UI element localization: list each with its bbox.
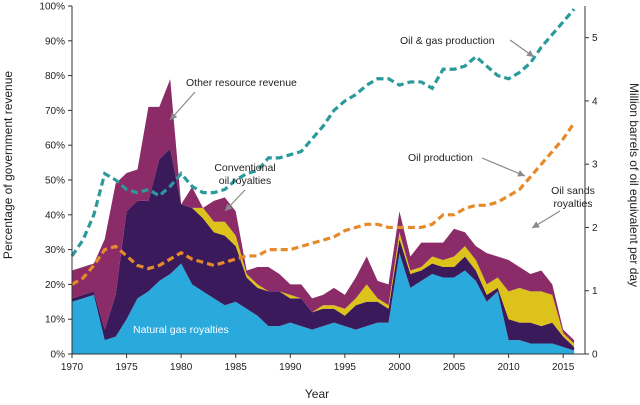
arrow-oil-and-gas-production bbox=[509, 39, 535, 58]
area-conventional-oil-royalties bbox=[72, 148, 575, 351]
x-tick-label: 1970 bbox=[61, 362, 84, 373]
y-left-tick-label: 20% bbox=[45, 280, 65, 291]
annotation-other-resource-revenue: Other resource revenue bbox=[186, 77, 297, 89]
annotation-oil-royalties: oil royalties bbox=[219, 175, 272, 187]
y-left-tick-label: 0% bbox=[51, 350, 66, 361]
x-tick-label: 2015 bbox=[552, 362, 575, 373]
production-lines bbox=[70, 8, 576, 286]
x-axis-label: Year bbox=[305, 387, 329, 401]
x-tick-label: 1990 bbox=[279, 362, 302, 373]
y-left-tick-label: 40% bbox=[45, 210, 65, 221]
line-oil-gas-production bbox=[70, 8, 576, 257]
area-natural-gas-royalties bbox=[72, 253, 575, 354]
y-right-tick-label: 3 bbox=[592, 160, 598, 171]
x-tick-label: 2000 bbox=[388, 362, 411, 373]
y-left-tick-label: 80% bbox=[45, 71, 65, 82]
y-left-tick-label: 10% bbox=[45, 315, 65, 326]
arrow-oil-production bbox=[481, 157, 526, 177]
arrow-oil-sands-royalties bbox=[531, 210, 561, 229]
arrow-other-resource-revenue bbox=[169, 91, 196, 121]
y-left-tick-label: 30% bbox=[45, 245, 65, 256]
y-right-tick-label: 1 bbox=[592, 286, 598, 297]
annotation-conventional: Conventional bbox=[214, 162, 275, 174]
annotation-natural-gas-royalties: Natural gas royalties bbox=[133, 324, 229, 336]
y-left-tick-label: 100% bbox=[39, 2, 65, 13]
right-axis-label: Million barrels of oil equivalent per da… bbox=[627, 83, 640, 287]
line-oil-production bbox=[71, 122, 576, 286]
annotation-oil-production: Oil production bbox=[408, 152, 473, 164]
annotation-oil-sands: Oil sands bbox=[551, 185, 595, 197]
y-right-tick-label: 4 bbox=[592, 96, 598, 107]
arrow-conventional-oil-royalties bbox=[224, 189, 246, 212]
y-left-tick-label: 50% bbox=[45, 176, 65, 187]
annotation-oil-gas-production: Oil & gas production bbox=[400, 35, 495, 47]
x-tick-label: 1980 bbox=[170, 362, 193, 373]
x-tick-label: 1985 bbox=[225, 362, 248, 373]
x-tick-label: 2005 bbox=[443, 362, 466, 373]
x-tick-label: 1995 bbox=[334, 362, 357, 373]
annotation-royalties: royalties bbox=[553, 198, 592, 210]
y-left-tick-label: 70% bbox=[45, 106, 65, 117]
axes: 1970 1975 1980 1985 1990 1995 2000 2005 2010 2015… bbox=[39, 2, 598, 374]
y-right-tick-label: 2 bbox=[592, 223, 598, 234]
y-left-tick-label: 90% bbox=[45, 36, 65, 47]
x-tick-label: 1975 bbox=[115, 362, 138, 373]
area-oil-sands-royalties bbox=[72, 148, 575, 348]
y-right-tick-label: 5 bbox=[592, 33, 598, 44]
stacked-areas bbox=[72, 79, 575, 354]
left-axis-label: Percentage of government revenue bbox=[1, 71, 15, 259]
y-left-tick-label: 60% bbox=[45, 141, 65, 152]
y-right-tick-label: 0 bbox=[592, 350, 598, 361]
x-tick-label: 2010 bbox=[497, 362, 520, 373]
